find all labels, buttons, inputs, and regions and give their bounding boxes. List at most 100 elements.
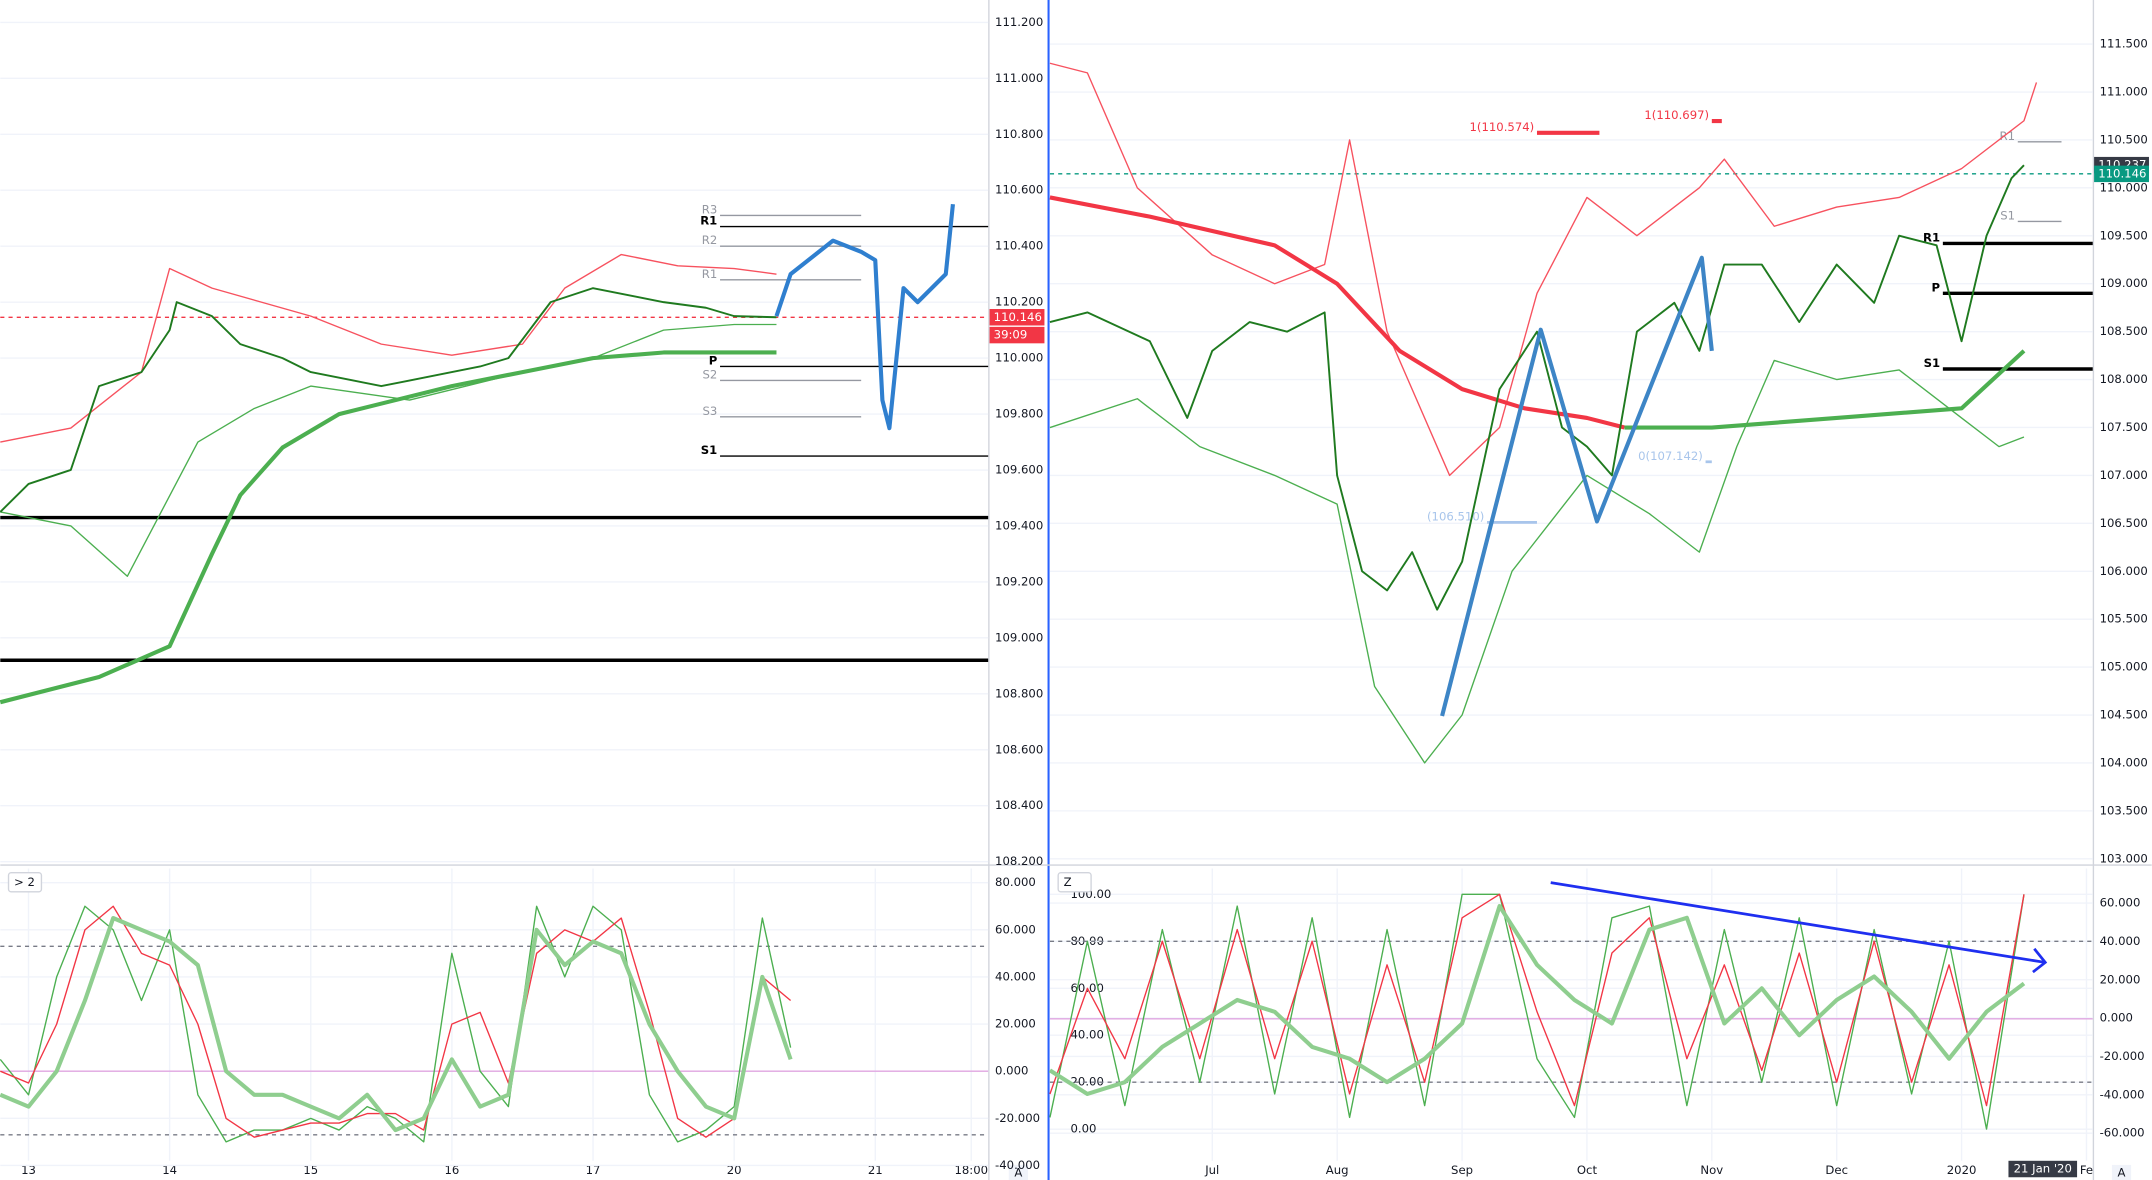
y-tick-label: 111.000 [995, 71, 1043, 85]
y-tick-label: 40.00 [1071, 1028, 1104, 1042]
price-tag-label: 110.146 [2098, 166, 2146, 180]
legend-text: Z [1064, 875, 1072, 889]
y-tick-label: 111.500 [2100, 37, 2148, 51]
x-tick-label: 14 [162, 1163, 177, 1177]
y-tick-label: 40.000 [995, 969, 1036, 983]
y-tick-label: 108.500 [2100, 324, 2148, 338]
trend-arrow [1550, 881, 2046, 964]
auto-scale-button[interactable] [1008, 1164, 1028, 1180]
y-tick-label: 108.400 [995, 798, 1043, 812]
y-tick-label: 109.400 [995, 518, 1043, 532]
y-tick-label: 110.400 [995, 239, 1043, 253]
y-tick-label: 108.200 [995, 854, 1043, 868]
level-label: 0(107.142) [1638, 449, 1703, 463]
y-tick-label: -20.000 [2100, 1049, 2145, 1063]
y-tick-label: 20.00 [1071, 1075, 1104, 1089]
series-line [1048, 904, 2026, 1097]
y-tick-label: 20.000 [2100, 972, 2141, 986]
y-tick-label: -40.000 [995, 1158, 1040, 1172]
y-tick-label: 107.500 [2100, 420, 2148, 434]
level-label: S1 [2000, 208, 2015, 222]
x-tick-label: Oct [1577, 1163, 1598, 1177]
y-tick-label: 105.500 [2100, 612, 2148, 626]
x-tick-label: Nov [1700, 1163, 1723, 1177]
level-label: 1(110.697) [1644, 108, 1709, 122]
y-tick-label: 110.600 [995, 183, 1043, 197]
y-tick-label: 0.000 [2100, 1011, 2133, 1025]
series-line [0, 905, 792, 1138]
y-tick-label: 110.000 [2100, 180, 2148, 194]
series-line [0, 323, 777, 577]
y-tick-label: 107.000 [2100, 468, 2148, 482]
y-tick-label: 110.500 [2100, 132, 2148, 146]
series-line [0, 905, 792, 1143]
y-tick-label: 103.000 [2100, 851, 2148, 865]
level-label: R3 [702, 202, 718, 216]
price-tag-label: 110.146 [994, 310, 1042, 324]
price-tag [2094, 165, 2149, 183]
y-tick-label: 80.000 [995, 875, 1036, 889]
y-tick-label: 60.000 [2100, 896, 2141, 910]
y-tick-label: 104.000 [2100, 755, 2148, 769]
time-tag-label: 21 Jan '20 [2014, 1162, 2072, 1176]
y-tick-label: 106.000 [2100, 564, 2148, 578]
y-tick-label: 108.600 [995, 742, 1043, 756]
series-line [0, 287, 777, 513]
y-tick-label: 105.000 [2100, 660, 2148, 674]
series-line [774, 203, 955, 431]
series-line [1624, 349, 2026, 430]
y-tick-label: 110.000 [995, 351, 1043, 365]
x-tick-label: Dec [1825, 1163, 1848, 1177]
y-tick-label: 40.000 [2100, 934, 2141, 948]
series-line [1049, 359, 2025, 764]
level-label: R1 [700, 214, 717, 228]
auto-scale-icon: A [2118, 1166, 2126, 1180]
y-tick-label: -60.000 [2100, 1126, 2145, 1140]
x-tick-label: 13 [21, 1163, 36, 1177]
level-label: R1 [2000, 129, 2016, 143]
y-tick-label: 109.000 [995, 630, 1043, 644]
y-tick-label: 103.500 [2100, 803, 2148, 817]
y-tick-label: 109.600 [995, 463, 1043, 477]
x-tick-label: 18:00 [954, 1163, 988, 1177]
y-tick-label: 111.000 [2100, 85, 2148, 99]
y-tick-label: 106.500 [2100, 516, 2148, 530]
x-tick-label: 16 [444, 1163, 459, 1177]
y-tick-label: 104.500 [2100, 708, 2148, 722]
series-line [0, 916, 793, 1133]
level-label: (106.510) [1427, 509, 1484, 523]
y-tick-label: -40.000 [2100, 1087, 2145, 1101]
x-tick-label: Aug [1326, 1163, 1349, 1177]
x-tick-label: Sep [1451, 1163, 1473, 1177]
price-tag-label: 39:09 [994, 328, 1028, 342]
y-tick-label: 108.000 [2100, 372, 2148, 386]
y-tick-label: 0.000 [995, 1064, 1028, 1078]
time-tag [2008, 1160, 2078, 1178]
series-line [0, 253, 777, 443]
y-tick-label: 110.800 [995, 127, 1043, 141]
x-tick-label: 17 [586, 1163, 601, 1177]
y-tick-label: 20.000 [995, 1017, 1036, 1031]
x-tick-label: Fe [2080, 1163, 2093, 1177]
price-tag [989, 326, 1045, 344]
level-label: P [1932, 280, 1941, 294]
level-label: 1(110.574) [1470, 120, 1535, 134]
auto-scale-button[interactable] [2111, 1164, 2132, 1180]
x-tick-label: Jul [1204, 1163, 1219, 1177]
y-tick-label: -20.000 [995, 1111, 1040, 1125]
y-tick-label: 0.00 [1071, 1122, 1097, 1136]
level-label: R2 [702, 233, 718, 247]
y-tick-label: 109.800 [995, 407, 1043, 421]
level-label: S1 [1924, 356, 1941, 370]
level-label: S3 [702, 404, 717, 418]
series-line [1049, 62, 2038, 477]
x-tick-label: 21 [868, 1163, 883, 1177]
level-label: P [709, 354, 718, 368]
level-label: S2 [702, 367, 717, 381]
level-label: R1 [702, 267, 718, 281]
arrow-head [2032, 947, 2048, 974]
y-tick-label: 109.500 [2100, 228, 2148, 242]
series-line [1440, 255, 1714, 717]
series-line [0, 350, 777, 705]
